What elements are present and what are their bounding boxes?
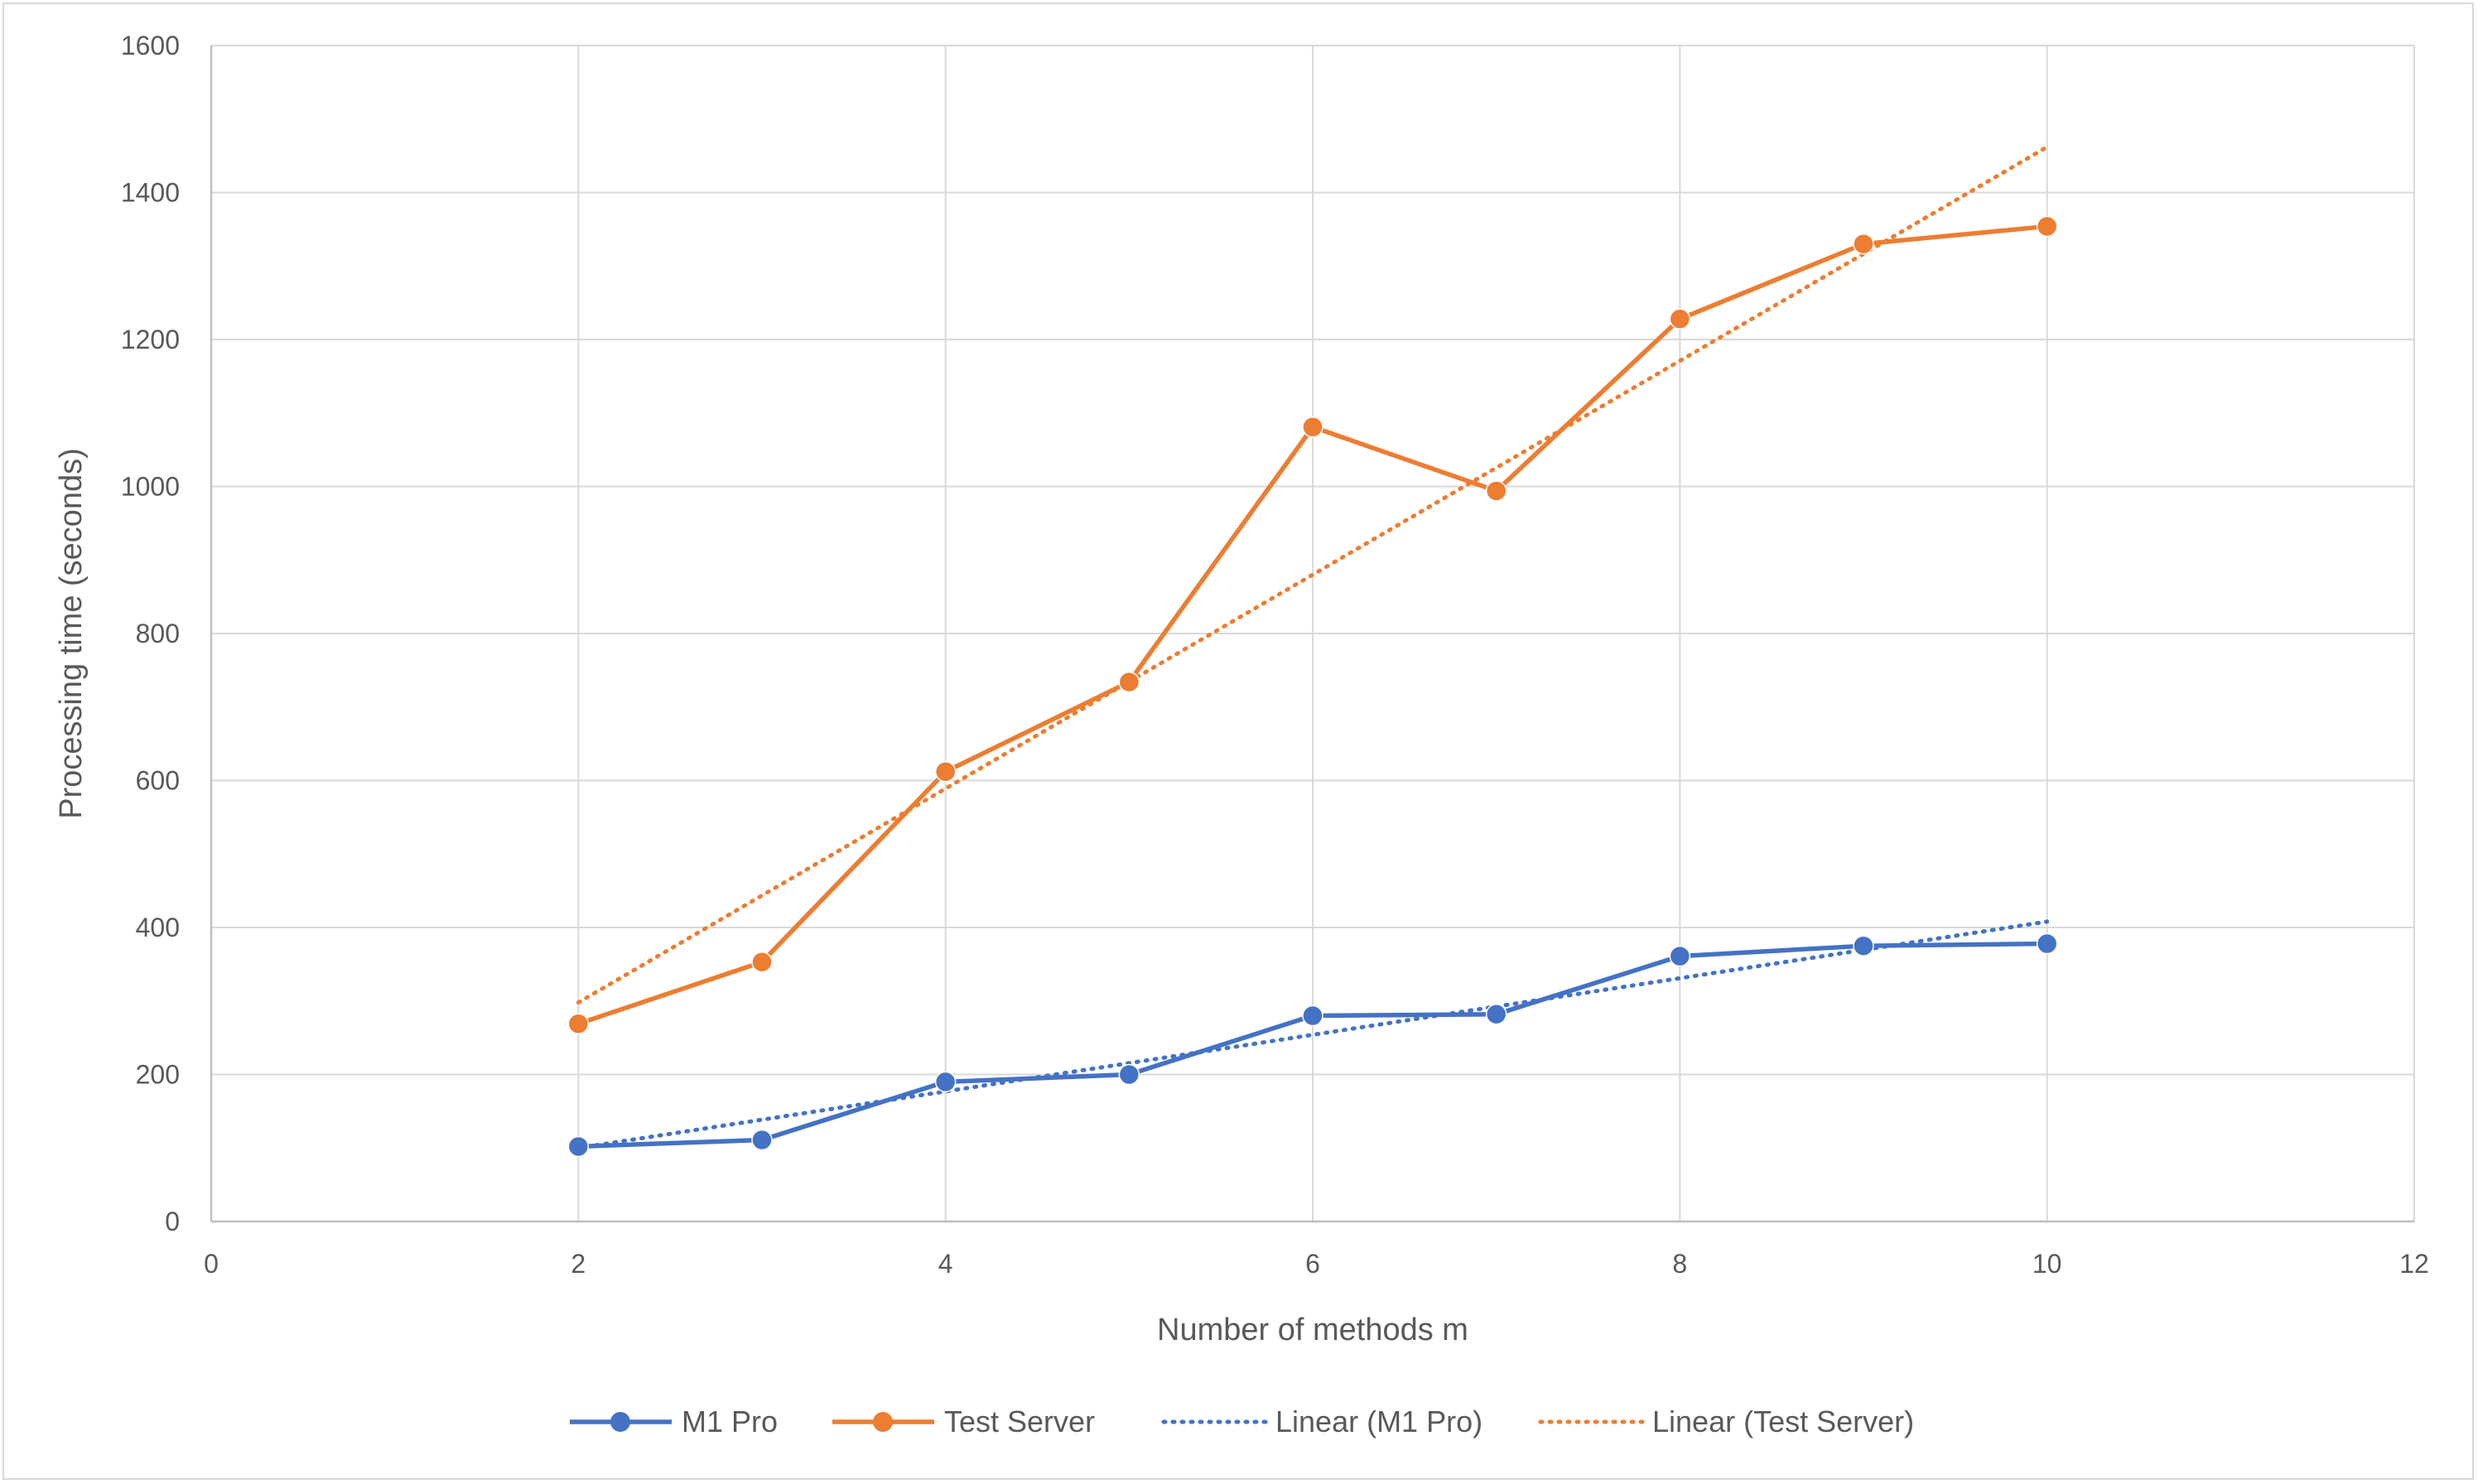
data-point bbox=[1669, 945, 1691, 967]
x-tick-label: 4 bbox=[938, 1249, 953, 1279]
tick-labels: 0 200 400 600 800 1000 1200 1400 1600 0 2 4 6 8 10 12 bbox=[121, 31, 2429, 1279]
trendline bbox=[576, 144, 2050, 1005]
trendlines bbox=[576, 144, 2050, 1150]
y-tick-label: 1600 bbox=[121, 31, 180, 60]
line-chart: 0 200 400 600 800 1000 1200 1400 1600 0 2 4 6 8 10 12 N… bbox=[54, 31, 2429, 1438]
data-point bbox=[2036, 215, 2058, 238]
data-point bbox=[1118, 1063, 1140, 1086]
y-tick-label: 1200 bbox=[121, 325, 180, 354]
x-tick-label: 2 bbox=[571, 1249, 586, 1279]
y-tick-label: 1400 bbox=[121, 178, 180, 208]
data-point bbox=[1669, 308, 1691, 330]
x-tick-label: 0 bbox=[204, 1249, 219, 1279]
x-tick-label: 8 bbox=[1672, 1249, 1687, 1279]
x-tick-label: 10 bbox=[2032, 1249, 2062, 1279]
y-axis-title: Processing time (seconds) bbox=[54, 448, 89, 819]
data-point bbox=[1853, 233, 1874, 255]
data-point bbox=[751, 951, 773, 973]
legend-label: Test Server bbox=[944, 1404, 1095, 1438]
data-point bbox=[934, 761, 957, 783]
y-tick-label: 600 bbox=[136, 766, 180, 796]
data-point bbox=[1485, 1003, 1507, 1025]
y-tick-label: 400 bbox=[136, 913, 180, 942]
data-point bbox=[2036, 932, 2058, 955]
data-point bbox=[567, 1013, 590, 1035]
trendline bbox=[576, 919, 2050, 1150]
legend-entry: Linear (M1 Pro) bbox=[1161, 1404, 1482, 1438]
legend-label: Linear (M1 Pro) bbox=[1275, 1404, 1482, 1438]
y-tick-label: 200 bbox=[136, 1060, 180, 1090]
y-tick-label: 0 bbox=[165, 1207, 180, 1236]
legend-swatch-marker bbox=[873, 1412, 893, 1432]
data-point bbox=[567, 1135, 590, 1158]
legend-swatch-marker bbox=[610, 1412, 630, 1432]
data-point bbox=[1853, 935, 1874, 956]
data-point bbox=[1485, 480, 1507, 502]
data-point bbox=[1118, 671, 1140, 693]
legend: M1 Pro Test Server Linear (M1 Pro) Linear (… bbox=[570, 1404, 1914, 1438]
legend-label: Linear (Test Server) bbox=[1652, 1404, 1914, 1438]
x-tick-label: 12 bbox=[2399, 1249, 2429, 1279]
legend-entry: Linear (Test Server) bbox=[1538, 1404, 1914, 1438]
legend-entry: Test Server bbox=[832, 1404, 1095, 1438]
data-point bbox=[934, 1071, 957, 1093]
data-point bbox=[1302, 1005, 1323, 1027]
x-axis-title: Number of methods m bbox=[1157, 1313, 1468, 1347]
y-tick-label: 1000 bbox=[121, 472, 180, 502]
legend-label: M1 Pro bbox=[682, 1404, 778, 1438]
legend-entry: M1 Pro bbox=[570, 1404, 778, 1438]
data-point bbox=[1302, 416, 1323, 438]
series bbox=[567, 215, 2058, 1158]
x-tick-label: 6 bbox=[1305, 1249, 1320, 1279]
axes bbox=[210, 46, 2414, 1223]
gridlines bbox=[211, 45, 2415, 1221]
y-tick-label: 800 bbox=[136, 619, 180, 648]
data-point bbox=[751, 1129, 773, 1151]
